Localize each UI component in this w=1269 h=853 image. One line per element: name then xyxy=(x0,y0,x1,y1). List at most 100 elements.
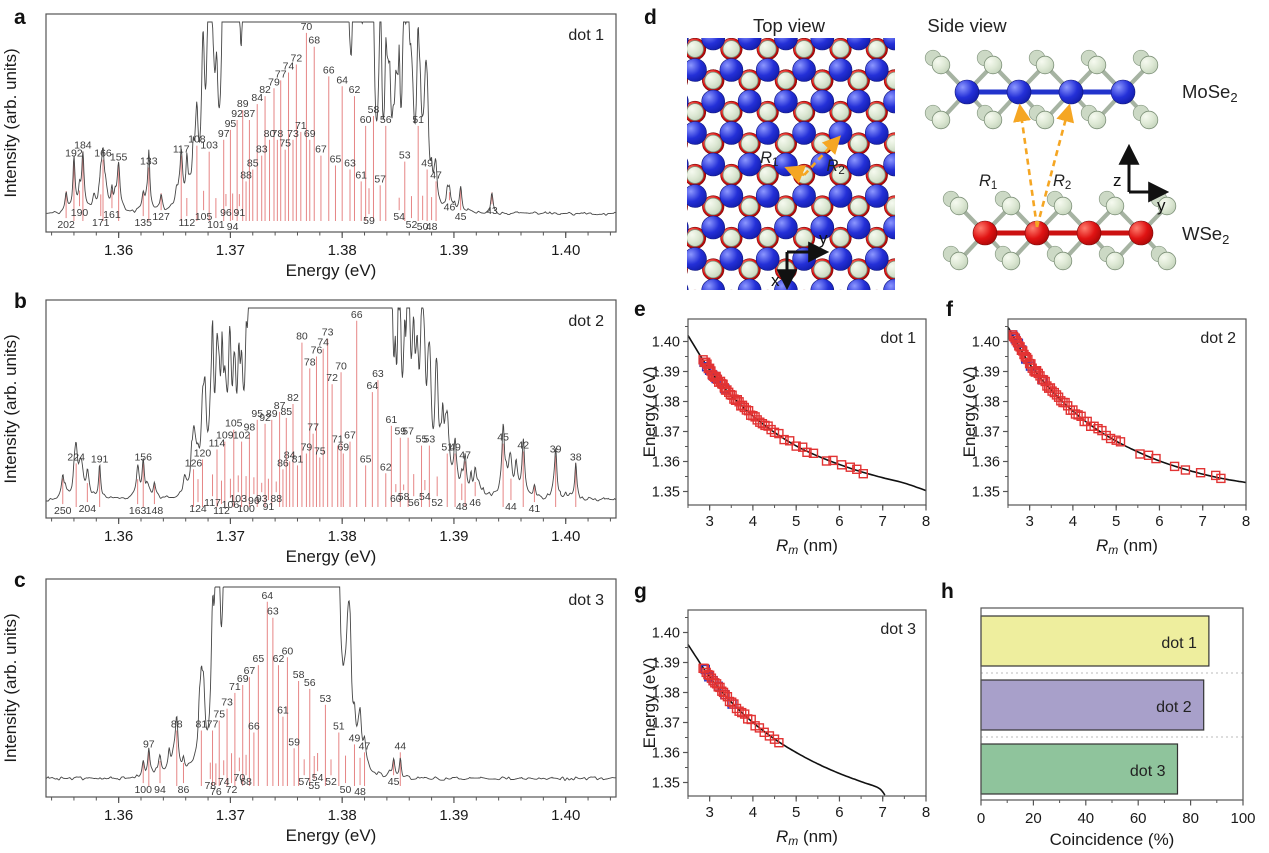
svg-text:126: 126 xyxy=(185,457,203,469)
svg-text:1.37: 1.37 xyxy=(972,425,1000,441)
svg-text:6: 6 xyxy=(835,513,843,530)
svg-text:85: 85 xyxy=(280,406,292,418)
svg-text:1.39: 1.39 xyxy=(439,528,468,545)
panel-letter-e: e xyxy=(634,298,646,321)
svg-text:78: 78 xyxy=(272,128,284,140)
svg-text:45: 45 xyxy=(455,211,467,223)
svg-text:52: 52 xyxy=(406,219,418,231)
svg-text:8: 8 xyxy=(922,804,930,821)
y-axis-label: Intensity (arb. units) xyxy=(1,613,20,762)
x-axis-label: Energy (eV) xyxy=(286,547,377,566)
svg-text:70: 70 xyxy=(301,21,313,33)
svg-text:224: 224 xyxy=(67,451,85,463)
svg-text:1.37: 1.37 xyxy=(216,807,245,824)
svg-text:66: 66 xyxy=(248,721,260,733)
svg-text:250: 250 xyxy=(54,505,72,517)
svg-text:51: 51 xyxy=(412,114,424,126)
svg-text:8: 8 xyxy=(1242,513,1250,530)
svg-text:82: 82 xyxy=(259,84,271,96)
svg-text:63: 63 xyxy=(344,157,356,169)
svg-text:88: 88 xyxy=(270,493,282,505)
svg-text:80: 80 xyxy=(296,331,308,343)
r1-arrow-side xyxy=(1013,103,1039,228)
svg-text:148: 148 xyxy=(146,505,164,517)
svg-text:59: 59 xyxy=(288,736,300,748)
bar-label: dot 2 xyxy=(1156,699,1192,716)
svg-text:71: 71 xyxy=(295,120,307,132)
y-axis-letter-side: y xyxy=(1157,196,1166,215)
svg-text:58: 58 xyxy=(293,669,305,681)
svg-text:77: 77 xyxy=(207,719,219,731)
svg-text:94: 94 xyxy=(154,784,166,796)
svg-text:64: 64 xyxy=(367,380,379,392)
svg-text:93: 93 xyxy=(256,493,268,505)
svg-text:40: 40 xyxy=(1077,810,1094,827)
y-axis-label: Energy (eV) xyxy=(642,367,659,458)
svg-text:155: 155 xyxy=(110,152,128,164)
top-view-title: Top view xyxy=(753,15,826,36)
y-axis-label: Intensity (arb. units) xyxy=(1,48,20,197)
svg-text:73: 73 xyxy=(287,128,299,140)
panel-letter-c: c xyxy=(14,569,26,592)
svg-text:66: 66 xyxy=(351,309,363,321)
plot-frame xyxy=(45,299,617,519)
svg-text:64: 64 xyxy=(261,590,273,602)
svg-text:85: 85 xyxy=(247,157,259,169)
svg-text:98: 98 xyxy=(244,422,256,434)
svg-text:117: 117 xyxy=(173,144,190,156)
svg-text:84: 84 xyxy=(284,449,296,461)
svg-text:161: 161 xyxy=(103,209,121,221)
svg-text:133: 133 xyxy=(140,156,158,168)
svg-text:61: 61 xyxy=(355,169,367,181)
r1-label-side: R1 xyxy=(979,172,997,192)
fit-curve xyxy=(687,644,886,796)
svg-text:69: 69 xyxy=(304,128,316,140)
panel-letter-b: b xyxy=(14,290,27,313)
svg-text:77: 77 xyxy=(307,422,319,434)
bar-label: dot 1 xyxy=(1161,635,1197,652)
svg-text:6: 6 xyxy=(1155,513,1163,530)
svg-text:67: 67 xyxy=(344,430,356,442)
svg-text:1.39: 1.39 xyxy=(652,365,680,381)
svg-text:7: 7 xyxy=(879,804,887,821)
x-axis-letter-top: x xyxy=(771,271,780,290)
svg-text:57: 57 xyxy=(298,776,310,788)
svg-text:49: 49 xyxy=(449,442,461,454)
svg-text:1.36: 1.36 xyxy=(104,807,133,824)
spectrum-chart-dot-1: 2021921901841711661611551351331271171121… xyxy=(1,13,617,280)
panel-letter-h: h xyxy=(941,580,954,603)
svg-text:44: 44 xyxy=(505,501,517,513)
svg-text:51: 51 xyxy=(441,442,453,454)
svg-text:58: 58 xyxy=(398,491,410,503)
mose2-label: MoSe2 xyxy=(1182,81,1238,105)
scatter-chart-dot-2: 1.35 1.36 1.37 1.38 1.39 1.40 3 4 5 6 7 8 Rm (nm) Ene… xyxy=(962,318,1250,557)
svg-text:1.38: 1.38 xyxy=(328,528,357,545)
svg-text:94: 94 xyxy=(227,221,239,233)
r2-arrow-top xyxy=(803,135,841,176)
svg-text:60: 60 xyxy=(360,114,372,126)
svg-text:89: 89 xyxy=(237,98,249,110)
r2-label-top: R2 xyxy=(826,157,844,177)
svg-text:1.40: 1.40 xyxy=(652,335,680,351)
spectrum-chart-dot-2: 2502242041911631561481261241201171141121… xyxy=(1,299,617,566)
svg-text:7: 7 xyxy=(879,513,887,530)
panel-letter-a: a xyxy=(14,6,26,29)
svg-text:127: 127 xyxy=(152,211,170,223)
svg-text:191: 191 xyxy=(91,453,109,465)
svg-text:57: 57 xyxy=(374,173,386,185)
svg-text:1.39: 1.39 xyxy=(972,365,1000,381)
panel-title: dot 3 xyxy=(568,592,604,609)
svg-text:100: 100 xyxy=(237,503,255,515)
plot-frame xyxy=(1007,318,1247,506)
svg-text:39: 39 xyxy=(550,443,562,455)
wse2-label: WSe2 xyxy=(1182,223,1229,247)
svg-text:54: 54 xyxy=(393,211,405,223)
svg-text:69: 69 xyxy=(337,442,349,454)
svg-text:65: 65 xyxy=(360,453,372,465)
x-axis-label: Rm (nm) xyxy=(1096,536,1158,557)
svg-text:1.36: 1.36 xyxy=(972,455,1000,471)
red-squares xyxy=(1007,330,1226,484)
svg-text:1.37: 1.37 xyxy=(216,242,245,259)
svg-text:80: 80 xyxy=(1182,810,1199,827)
svg-text:5: 5 xyxy=(792,804,800,821)
